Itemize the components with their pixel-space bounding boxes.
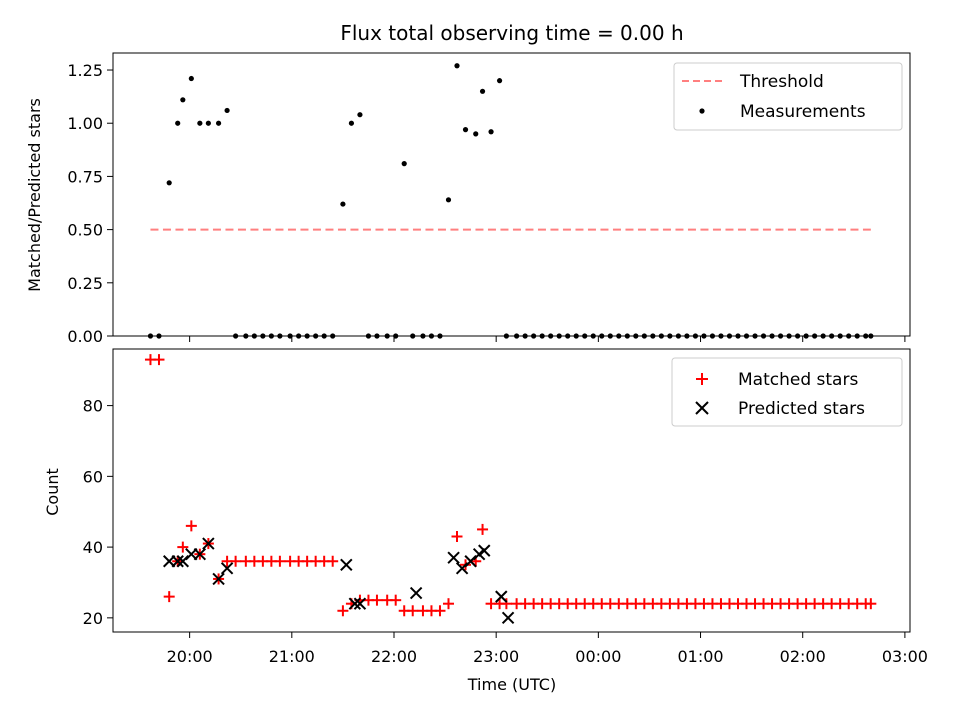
predicted-star-point — [340, 558, 353, 571]
matched-star-point — [407, 605, 419, 617]
predicted-star-point — [348, 597, 362, 610]
matched-star-point — [500, 598, 512, 610]
measurement-point — [188, 75, 194, 82]
predicted-star-point — [353, 597, 367, 610]
measurement-point — [180, 97, 186, 103]
matched-star-point — [451, 530, 463, 542]
matched-star-point — [177, 541, 189, 553]
bottom-ytick-label: 60 — [83, 467, 103, 486]
matched-star-point — [163, 591, 175, 603]
top-ylabel: Matched/Predicted stars — [25, 98, 44, 292]
predicted-star-point — [478, 544, 491, 557]
measurement-point — [445, 197, 452, 203]
bottom-ytick-label: 20 — [83, 609, 103, 628]
predicted-star-point — [212, 572, 225, 586]
measurement-point — [340, 201, 346, 207]
matched-star-point — [185, 520, 197, 532]
measurements-legend-marker — [699, 108, 705, 114]
bottom-xtick-label: 02:00 — [780, 647, 826, 666]
predicted-star-point — [171, 555, 184, 568]
top-ytick-label: 0.00 — [67, 327, 103, 346]
bottom-xtick-label: 22:00 — [371, 647, 417, 666]
threshold-legend-label: Threshold — [739, 72, 824, 92]
predicted-star-point — [176, 555, 190, 568]
matched-star-point — [274, 555, 286, 567]
measurement-point — [454, 63, 460, 69]
bottom-xtick-label: 01:00 — [677, 647, 723, 666]
measurement-point — [348, 120, 355, 126]
top-panel: 0.00 0.25 0.50 0.75 1.00 1.25 Matched/Predict… — [25, 52, 911, 346]
measurement-point — [215, 120, 222, 126]
bottom-xlabel: Time (UTC) — [467, 675, 556, 694]
measurement-point — [166, 180, 172, 186]
matched-legend-label: Matched stars — [738, 370, 858, 390]
matched-star-point — [153, 354, 165, 366]
top-ytick-label: 0.25 — [67, 274, 103, 293]
measurements-legend-label: Measurements — [740, 102, 866, 122]
bottom-gridless-ticks: 20 40 60 80 20:00 21:00 22:00 23:00 00:00 01:00 02… — [83, 397, 928, 666]
measurement-point — [224, 107, 230, 114]
bottom-xtick-label: 20:00 — [167, 647, 213, 666]
top-ytick-label: 1.25 — [67, 61, 103, 80]
measurement-point — [205, 120, 211, 126]
predicted-star-point — [193, 547, 207, 561]
predicted-star-point — [464, 555, 477, 568]
bottom-xtick-label: 21:00 — [269, 647, 315, 666]
measurement-point — [462, 127, 469, 133]
bottom-ytick-label: 40 — [83, 538, 103, 557]
bottom-ytick-label: 80 — [83, 397, 103, 416]
matched-star-point — [477, 523, 489, 535]
measurement-point — [488, 129, 494, 135]
bottom-legend: Matched stars Predicted stars — [671, 357, 903, 427]
measurement-point — [473, 131, 479, 137]
top-legend: Threshold Measurements — [673, 62, 903, 131]
measurement-point — [496, 78, 503, 84]
predicted-star-point — [447, 551, 460, 564]
measurement-point — [479, 88, 486, 94]
measurement-point — [401, 161, 407, 167]
matched-legend-marker — [696, 373, 708, 385]
bottom-panel: 20 40 60 80 20:00 21:00 22:00 23:00 00:00 01:00 02… — [43, 348, 928, 694]
matched-star-point — [442, 598, 454, 610]
measurement-point — [175, 120, 181, 126]
predicted-star-point — [202, 537, 215, 550]
matched-star-point — [865, 598, 877, 610]
bottom-points-layer — [144, 354, 877, 625]
bottom-xtick-label: 23:00 — [473, 647, 519, 666]
predicted-legend-label: Predicted stars — [738, 399, 865, 419]
predicted-star-point — [455, 562, 469, 575]
top-ytick-label: 1.00 — [67, 114, 103, 133]
bottom-legend-box — [671, 357, 903, 427]
top-legend-box — [673, 62, 903, 131]
measurement-point — [197, 120, 203, 126]
top-ytick-label: 0.50 — [67, 221, 103, 240]
top-gridless-ticks: 0.00 0.25 0.50 0.75 1.00 1.25 — [67, 61, 906, 346]
top-ytick-label: 0.75 — [67, 167, 103, 186]
measurement-point — [357, 112, 363, 118]
matched-star-point — [337, 605, 349, 617]
predicted-star-point — [501, 611, 515, 625]
predicted-star-point — [220, 562, 234, 575]
bottom-plot-frame — [112, 348, 911, 633]
top-plot-frame — [112, 52, 911, 337]
predicted-star-point — [495, 590, 508, 603]
bottom-xtick-label: 00:00 — [575, 647, 621, 666]
predicted-legend-marker — [695, 401, 709, 415]
bottom-xtick-label: 03:00 — [882, 647, 928, 666]
matched-star-point — [371, 594, 383, 606]
chart-title: Flux total observing time = 0.00 h — [340, 21, 683, 45]
bottom-ylabel: Count — [43, 468, 62, 516]
predicted-star-point — [409, 586, 423, 600]
matched-star-point — [390, 594, 402, 606]
matched-star-point — [327, 555, 339, 567]
matched-star-point — [230, 555, 242, 567]
matched-star-point — [434, 605, 446, 617]
